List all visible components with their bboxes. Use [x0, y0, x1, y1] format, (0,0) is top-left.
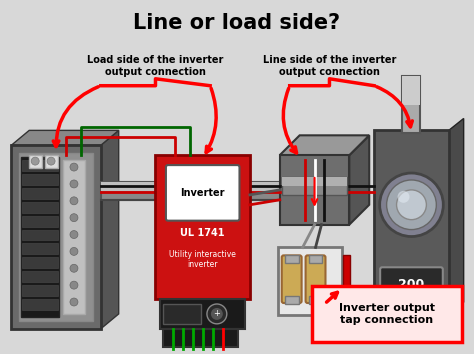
Circle shape — [70, 298, 78, 306]
FancyBboxPatch shape — [29, 155, 42, 168]
FancyBboxPatch shape — [311, 286, 462, 342]
FancyBboxPatch shape — [155, 155, 250, 299]
FancyBboxPatch shape — [166, 165, 239, 221]
Text: +: + — [213, 309, 220, 318]
FancyBboxPatch shape — [282, 177, 347, 186]
FancyBboxPatch shape — [282, 177, 347, 195]
Circle shape — [211, 308, 223, 320]
Text: Inverter: Inverter — [181, 188, 225, 198]
FancyBboxPatch shape — [22, 216, 58, 227]
FancyBboxPatch shape — [22, 257, 58, 268]
FancyBboxPatch shape — [309, 296, 322, 304]
FancyBboxPatch shape — [22, 244, 58, 255]
FancyBboxPatch shape — [402, 76, 420, 133]
FancyBboxPatch shape — [374, 130, 449, 314]
FancyBboxPatch shape — [164, 304, 201, 324]
FancyBboxPatch shape — [380, 267, 443, 301]
FancyBboxPatch shape — [402, 76, 420, 104]
FancyBboxPatch shape — [22, 271, 58, 282]
Text: Inverter output
tap connection: Inverter output tap connection — [338, 303, 435, 325]
FancyBboxPatch shape — [22, 285, 58, 296]
FancyBboxPatch shape — [101, 182, 329, 200]
Polygon shape — [449, 119, 464, 314]
FancyBboxPatch shape — [306, 255, 326, 303]
FancyBboxPatch shape — [161, 299, 245, 329]
Circle shape — [398, 191, 410, 203]
FancyBboxPatch shape — [45, 155, 58, 168]
Text: Utility interactive
inverter: Utility interactive inverter — [169, 250, 236, 269]
Text: Line or load side?: Line or load side? — [134, 13, 340, 33]
Circle shape — [47, 157, 55, 165]
Polygon shape — [280, 135, 369, 155]
FancyBboxPatch shape — [22, 299, 58, 310]
Polygon shape — [11, 130, 119, 145]
Circle shape — [70, 197, 78, 205]
Circle shape — [70, 281, 78, 289]
FancyBboxPatch shape — [282, 255, 301, 303]
Circle shape — [380, 173, 443, 236]
FancyBboxPatch shape — [309, 255, 322, 263]
FancyBboxPatch shape — [278, 247, 342, 315]
Circle shape — [70, 264, 78, 272]
FancyBboxPatch shape — [21, 157, 59, 317]
Text: Load side of the inverter
output connection: Load side of the inverter output connect… — [87, 55, 224, 77]
FancyBboxPatch shape — [22, 160, 58, 171]
Text: Line side of the inverter
output connection: Line side of the inverter output connect… — [263, 55, 396, 77]
Circle shape — [70, 214, 78, 222]
FancyBboxPatch shape — [11, 145, 101, 329]
Polygon shape — [349, 135, 369, 225]
FancyBboxPatch shape — [22, 230, 58, 240]
Circle shape — [397, 190, 427, 220]
FancyBboxPatch shape — [22, 202, 58, 213]
FancyBboxPatch shape — [285, 296, 299, 304]
Circle shape — [70, 247, 78, 255]
Circle shape — [70, 180, 78, 188]
Circle shape — [70, 163, 78, 171]
Text: 200: 200 — [398, 278, 425, 291]
Circle shape — [387, 180, 437, 230]
Text: UL 1741: UL 1741 — [181, 228, 225, 238]
FancyBboxPatch shape — [22, 188, 58, 199]
FancyBboxPatch shape — [164, 329, 238, 347]
FancyBboxPatch shape — [280, 155, 349, 225]
Circle shape — [31, 157, 39, 165]
Circle shape — [70, 230, 78, 239]
FancyBboxPatch shape — [19, 153, 93, 321]
FancyBboxPatch shape — [285, 255, 299, 263]
FancyBboxPatch shape — [343, 255, 350, 307]
Circle shape — [207, 304, 227, 324]
Polygon shape — [101, 130, 118, 329]
FancyBboxPatch shape — [101, 182, 329, 191]
FancyBboxPatch shape — [22, 174, 58, 185]
FancyBboxPatch shape — [63, 160, 85, 314]
